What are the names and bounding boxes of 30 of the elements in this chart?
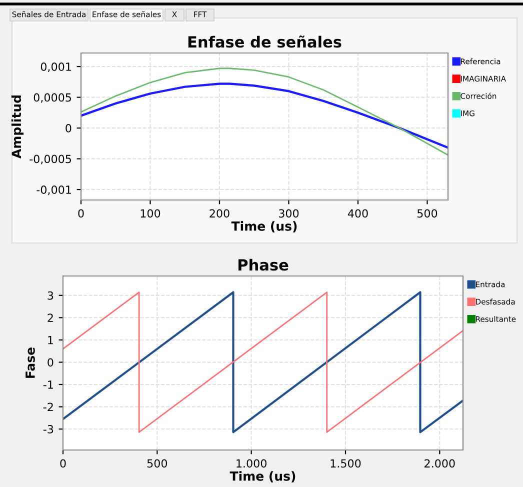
x-tick-label: 1.000 (236, 459, 266, 468)
line-series (81, 68, 448, 156)
x-axis-title: Time (us) (231, 221, 297, 232)
x-tick-label: 500 (417, 209, 438, 218)
y-tick-label: 0,0005 (34, 93, 71, 103)
y-tick-label: 0 (48, 358, 54, 367)
x-tick-label: 300 (278, 209, 299, 218)
y-axis-title: Fase (26, 348, 35, 378)
y-tick-label: -2 (43, 402, 53, 411)
chart-title: Enfase de señales (188, 36, 342, 48)
x-tick-label: 200 (210, 209, 230, 218)
y-tick-label: -0,0005 (30, 154, 71, 164)
x-tick-label: 0 (78, 209, 84, 218)
line-series (81, 82, 448, 149)
x-tick-label: 500 (147, 459, 168, 468)
y-tick-label: 0,001 (40, 62, 71, 72)
y-tick-label: 2 (48, 314, 53, 322)
y-tick-label: 1 (48, 336, 53, 344)
y-tick-label: 3 (48, 291, 54, 300)
y-tick-label: -0,001 (36, 186, 71, 196)
x-tick-label: 1.500 (330, 459, 361, 468)
x-axis-title: Time (us) (230, 471, 296, 482)
chart-title: Phase (238, 258, 288, 271)
y-axis-title: Amplitud (11, 96, 24, 158)
y-tick-label: -1 (43, 380, 53, 389)
x-tick-label: 2.000 (424, 459, 455, 468)
x-tick-label: 100 (140, 209, 160, 218)
y-tick-label: -3 (43, 425, 54, 434)
y-tick-label: 0 (66, 124, 72, 132)
x-tick-label: 400 (348, 209, 368, 218)
